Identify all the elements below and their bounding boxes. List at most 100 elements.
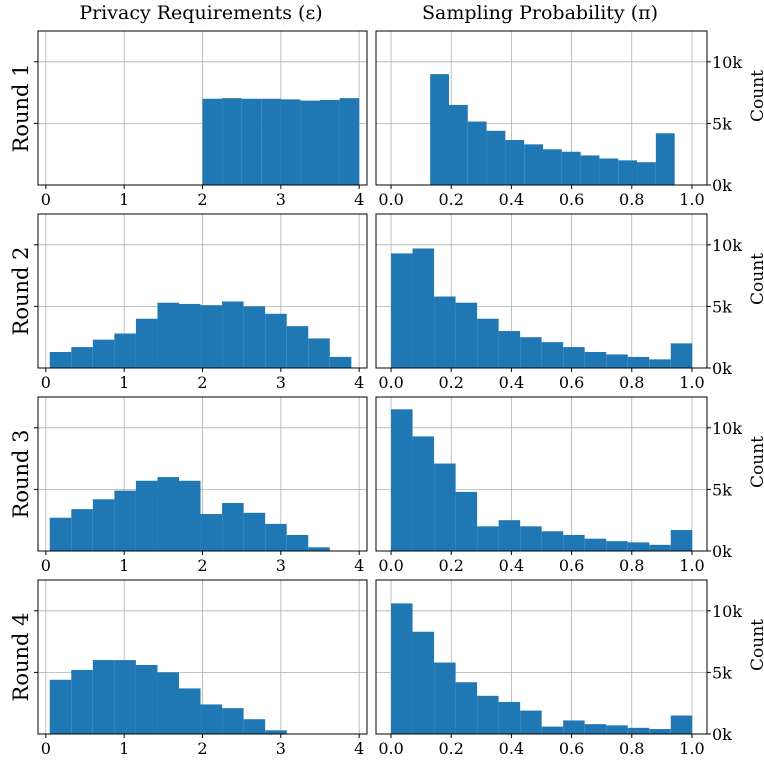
- bar-r4-pi-10: [606, 725, 628, 734]
- xtick-label-r1-pi-1: 0.2: [439, 190, 464, 209]
- xtick-label-r2-eps-3: 3: [276, 373, 286, 392]
- bar-r4-pi-0: [391, 603, 413, 734]
- bar-r4-pi-7: [541, 726, 564, 734]
- column-title-sampling: Sampling Probability (π): [422, 2, 658, 24]
- panel-r1-eps: 0 1 2 3 4 Round 1: [9, 30, 368, 209]
- bar-r2-pi-9: [584, 351, 607, 368]
- bar-r2-eps-11: [286, 326, 309, 368]
- xtick-label-r1-pi-0: 0.0: [378, 190, 403, 209]
- bar-r2-eps-12: [308, 338, 330, 368]
- bar-r4-eps-2: [92, 660, 115, 734]
- xtick-label-r3-eps-3: 3: [276, 556, 286, 575]
- bar-r2-eps-1: [71, 347, 93, 368]
- bar-r1-pi-0: [430, 74, 449, 185]
- bar-r1-eps-6: [320, 99, 340, 185]
- bar-r3-eps-3: [114, 490, 136, 551]
- ytick-label-r3-pi-1: 5k: [712, 480, 732, 499]
- xtick-label-r1-pi-3: 0.6: [559, 190, 584, 209]
- xtick-label-r4-pi-5: 1.0: [679, 739, 704, 758]
- xtick-label-r1-eps-2: 2: [197, 190, 207, 209]
- bar-r1-pi-2: [467, 121, 487, 185]
- xtick-label-r3-eps-1: 1: [119, 556, 129, 575]
- bar-r4-pi-12: [649, 729, 671, 734]
- ytick-label-r2-pi-0: 0k: [712, 359, 732, 378]
- bar-r3-eps-12: [308, 547, 330, 551]
- bar-r3-pi-1: [412, 436, 435, 551]
- xtick-label-r4-pi-0: 0.0: [378, 739, 403, 758]
- ytick-label-r4-pi-0: 0k: [712, 725, 732, 744]
- xtick-label-r1-eps-3: 3: [276, 190, 286, 209]
- bar-r1-pi-1: [448, 104, 468, 185]
- bar-r2-eps-2: [92, 339, 115, 368]
- bar-r4-eps-8: [222, 708, 244, 734]
- bar-r1-eps-2: [241, 98, 262, 185]
- ytick-label-r4-pi-2: 10k: [712, 602, 742, 621]
- panel-r4-pi: 0.0 0.2 0.4 0.6 0.8 1.0 0k 5k 10k Count: [375, 579, 764, 758]
- bar-r4-pi-3: [455, 682, 478, 734]
- y-axis-label-r3-pi: Count: [748, 436, 764, 488]
- bar-r2-pi-5: [498, 331, 521, 368]
- panel-r2-pi: 0.0 0.2 0.4 0.6 0.8 1.0 0k 5k 10k Count: [375, 213, 764, 392]
- xtick-label-r2-pi-5: 1.0: [679, 373, 704, 392]
- bar-r3-pi-7: [541, 531, 564, 551]
- xtick-label-r2-pi-1: 0.2: [439, 373, 464, 392]
- xtick-label-r2-pi-2: 0.4: [499, 373, 524, 392]
- bar-r3-eps-7: [200, 514, 223, 551]
- xtick-label-r1-eps-4: 4: [354, 190, 364, 209]
- bar-r4-pi-2: [434, 662, 456, 734]
- bar-r4-pi-4: [477, 695, 499, 734]
- bar-r3-eps-8: [222, 502, 244, 551]
- xtick-label-r3-pi-1: 0.2: [439, 556, 464, 575]
- xtick-label-r4-eps-1: 1: [119, 739, 129, 758]
- bar-r2-pi-8: [563, 347, 585, 368]
- xtick-label-r1-pi-2: 0.4: [499, 190, 524, 209]
- bar-r2-eps-13: [329, 356, 352, 368]
- panel-r3-pi: 0.0 0.2 0.4 0.6 0.8 1.0 0k 5k 10k Count: [375, 396, 764, 575]
- xtick-label-r4-eps-0: 0: [41, 739, 51, 758]
- bar-r3-pi-4: [477, 526, 499, 551]
- bar-r3-eps-4: [135, 480, 158, 551]
- bar-r1-eps-4: [280, 99, 301, 185]
- bar-r4-pi-13: [670, 715, 693, 734]
- bar-r3-pi-12: [649, 544, 671, 551]
- xtick-label-r2-pi-0: 0.0: [378, 373, 403, 392]
- bar-r3-pi-8: [563, 534, 585, 551]
- y-axis-label-r2-pi: Count: [748, 253, 764, 305]
- xtick-label-r4-eps-2: 2: [197, 739, 207, 758]
- xtick-label-r2-pi-3: 0.6: [559, 373, 584, 392]
- bar-r2-pi-0: [391, 253, 413, 368]
- panel-frame-r2-pi: [375, 213, 708, 369]
- bar-r3-pi-5: [498, 520, 521, 551]
- bar-r2-pi-10: [606, 354, 628, 368]
- xtick-label-r1-pi-5: 1.0: [679, 190, 704, 209]
- xtick-label-r2-eps-0: 0: [41, 373, 51, 392]
- bar-r2-eps-5: [157, 302, 179, 368]
- xtick-label-r2-pi-4: 0.8: [619, 373, 644, 392]
- panel-r2-eps: 0 1 2 3 4 Round 2: [9, 213, 368, 392]
- bar-r1-pi-12: [655, 133, 675, 185]
- bar-r3-pi-0: [391, 409, 413, 551]
- bar-r1-eps-7: [339, 98, 360, 185]
- xtick-label-r4-pi-2: 0.4: [499, 739, 524, 758]
- bar-r3-eps-1: [71, 509, 93, 551]
- bar-r3-pi-10: [606, 541, 628, 551]
- bar-r2-eps-8: [222, 301, 244, 368]
- bar-r1-pi-10: [618, 160, 638, 185]
- bar-r2-pi-7: [541, 342, 564, 368]
- bar-r2-pi-4: [477, 318, 499, 368]
- ytick-label-r4-pi-1: 5k: [712, 663, 732, 682]
- ytick-label-r1-pi-2: 10k: [712, 53, 742, 72]
- panel-r1-pi: 0.0 0.2 0.4 0.6 0.8 1.0 0k 5k 10k Count: [375, 30, 764, 209]
- bar-r4-eps-4: [135, 665, 158, 734]
- bar-r1-pi-11: [637, 162, 656, 185]
- bar-r4-eps-7: [200, 704, 223, 734]
- xtick-label-r3-pi-0: 0.0: [378, 556, 403, 575]
- row-label-3: Round 3: [9, 430, 33, 519]
- ytick-label-r2-pi-1: 5k: [712, 297, 732, 316]
- xtick-label-r2-eps-1: 1: [119, 373, 129, 392]
- xtick-label-r4-pi-4: 0.8: [619, 739, 644, 758]
- bar-r2-eps-6: [179, 303, 201, 368]
- ytick-label-r3-pi-0: 0k: [712, 542, 732, 561]
- xtick-label-r2-eps-4: 4: [354, 373, 364, 392]
